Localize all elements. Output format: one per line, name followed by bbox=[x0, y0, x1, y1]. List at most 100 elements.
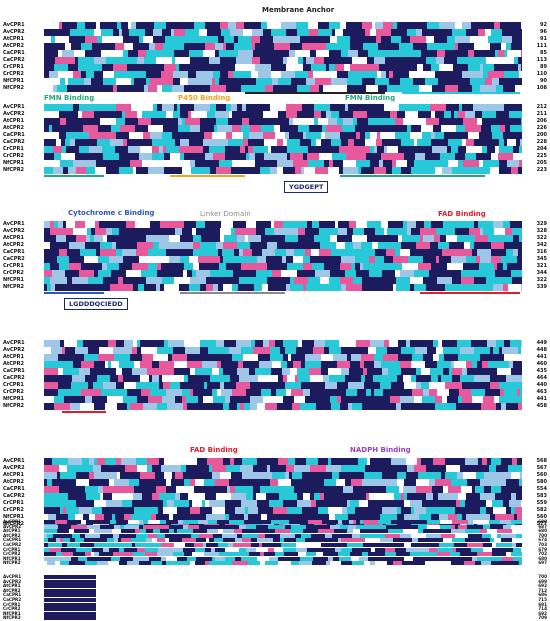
position-number: 441 bbox=[536, 396, 547, 402]
position-number: 339 bbox=[536, 284, 547, 290]
residue-segment bbox=[93, 521, 100, 528]
residue-segment bbox=[314, 111, 321, 118]
residue-segment bbox=[456, 125, 461, 132]
residue-segment bbox=[456, 547, 471, 552]
residue-segment bbox=[193, 389, 209, 396]
residue-segment bbox=[296, 538, 305, 543]
residue-segment bbox=[91, 552, 94, 557]
residue-segment bbox=[458, 221, 466, 228]
residue-segment bbox=[353, 520, 356, 525]
residue-segment bbox=[340, 132, 353, 139]
sequence-area bbox=[44, 104, 522, 174]
residue-segment bbox=[312, 263, 324, 270]
residue-segment bbox=[363, 104, 373, 111]
residue-segment bbox=[309, 104, 314, 111]
residue-segment bbox=[400, 465, 407, 472]
residue-segment bbox=[69, 111, 78, 118]
residue-segment bbox=[439, 514, 448, 521]
residue-segment bbox=[75, 153, 87, 160]
residue-segment bbox=[347, 472, 360, 479]
residue-segment bbox=[223, 524, 239, 529]
residue-segment bbox=[452, 396, 458, 403]
residue-segment bbox=[165, 533, 178, 538]
residue-segment bbox=[44, 256, 57, 263]
residue-segment bbox=[280, 277, 290, 284]
residue-segment bbox=[241, 125, 250, 132]
residue-segment bbox=[483, 543, 492, 548]
residue-segment bbox=[121, 458, 136, 465]
residue-segment bbox=[383, 493, 394, 500]
residue-segment bbox=[297, 85, 310, 92]
residue-segment bbox=[57, 256, 69, 263]
residue-segment bbox=[148, 85, 157, 92]
residue-segment bbox=[44, 533, 47, 538]
residue-segment bbox=[347, 529, 353, 534]
residue-segment bbox=[384, 104, 399, 111]
residue-segment bbox=[263, 521, 274, 528]
residue-segment bbox=[232, 354, 238, 361]
residue-segment bbox=[120, 472, 127, 479]
residue-segment bbox=[380, 235, 391, 242]
residue-segment bbox=[152, 361, 159, 368]
residue-segment bbox=[270, 533, 280, 538]
residue-segment bbox=[83, 125, 98, 132]
residue-segment bbox=[269, 340, 275, 347]
residue-segment bbox=[293, 556, 300, 561]
residue-segment bbox=[321, 529, 334, 534]
residue-segment bbox=[482, 167, 490, 174]
residue-segment bbox=[341, 368, 349, 375]
residue-segment bbox=[70, 403, 80, 410]
residue-segment bbox=[359, 36, 367, 43]
residue-segment bbox=[251, 340, 255, 347]
residue-segment bbox=[400, 249, 410, 256]
residue-segment bbox=[149, 270, 157, 277]
residue-segment bbox=[226, 64, 235, 71]
residue-segment bbox=[155, 472, 164, 479]
residue-segment bbox=[82, 616, 93, 621]
residue-segment bbox=[270, 104, 286, 111]
residue-segment bbox=[198, 361, 202, 368]
sequence-name: AtCPR1 bbox=[3, 528, 21, 534]
residue-segment bbox=[519, 382, 522, 389]
residue-segment bbox=[384, 347, 387, 354]
residue-segment bbox=[162, 85, 172, 92]
residue-segment bbox=[392, 479, 397, 486]
residue-segment bbox=[385, 547, 395, 552]
residue-segment bbox=[323, 389, 333, 396]
sequence-name: NfCPR1 bbox=[3, 78, 25, 84]
residue-segment bbox=[325, 533, 332, 538]
residue-segment bbox=[112, 242, 116, 249]
residue-segment bbox=[166, 561, 177, 566]
residue-segment bbox=[375, 78, 389, 85]
residue-segment bbox=[475, 486, 484, 493]
residue-segment bbox=[242, 533, 258, 538]
residue-segment bbox=[348, 403, 352, 410]
residue-segment bbox=[63, 579, 68, 584]
residue-segment bbox=[425, 167, 435, 174]
residue-segment bbox=[159, 458, 164, 465]
residue-segment bbox=[250, 125, 261, 132]
residue-segment bbox=[88, 277, 92, 284]
residue-segment bbox=[66, 132, 75, 139]
position-number: 344 bbox=[536, 270, 547, 276]
residue-segment bbox=[57, 104, 73, 111]
residue-segment bbox=[209, 514, 225, 521]
residue-segment bbox=[349, 520, 353, 525]
residue-segment bbox=[472, 486, 475, 493]
residue-segment bbox=[63, 167, 68, 174]
residue-segment bbox=[427, 403, 435, 410]
residue-segment bbox=[225, 153, 234, 160]
residue-segment bbox=[499, 167, 502, 174]
residue-segment bbox=[356, 85, 366, 92]
residue-segment bbox=[54, 43, 65, 50]
residue-segment bbox=[490, 347, 493, 354]
residue-segment bbox=[485, 389, 490, 396]
residue-segment bbox=[92, 507, 102, 514]
cytochrome-c-underline bbox=[44, 292, 104, 294]
residue-segment bbox=[188, 524, 199, 529]
residue-segment bbox=[44, 556, 57, 561]
residue-segment bbox=[303, 284, 306, 291]
residue-segment bbox=[462, 382, 476, 389]
residue-segment bbox=[114, 160, 130, 167]
residue-segment bbox=[266, 256, 282, 263]
